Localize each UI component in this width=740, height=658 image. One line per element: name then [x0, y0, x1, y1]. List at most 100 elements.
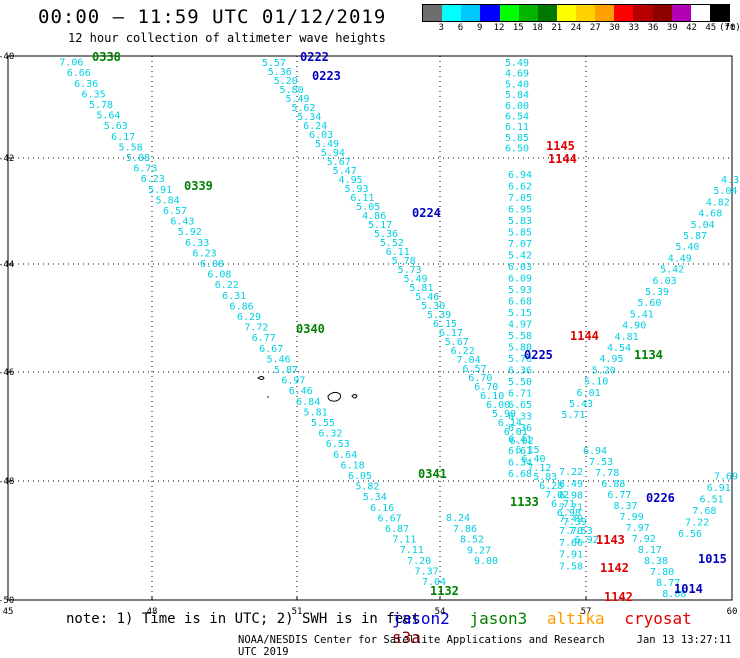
swh-value: 6.01	[504, 427, 528, 438]
swh-value: 8.38	[644, 556, 668, 567]
swh-value: 6.64	[333, 450, 357, 461]
map-note: note: 1) Time is in UTC; 2) SWH is in fe…	[66, 611, 421, 627]
swh-value: 5.40	[505, 79, 529, 90]
swh-value: 5.57	[262, 58, 286, 69]
swh-value: 5.78	[89, 100, 113, 111]
swh-value: 5.10	[584, 377, 608, 388]
swh-value: 6.62	[508, 182, 532, 193]
swh-value: 6.02	[510, 436, 534, 447]
swh-value: 5.85	[505, 133, 529, 144]
pass-label: 0340	[296, 322, 325, 336]
color-swatch	[652, 5, 672, 21]
swh-value: 7.39	[563, 517, 587, 528]
swh-value: 5.46	[415, 292, 439, 303]
color-scale-tick: 30	[609, 23, 620, 33]
swh-value: 6.28	[539, 481, 563, 492]
swh-value: 6.33	[185, 238, 209, 249]
color-swatch	[499, 5, 519, 21]
swh-value: 6.03	[309, 130, 333, 141]
swh-value: 6.87	[385, 524, 409, 535]
color-swatch	[537, 5, 557, 21]
swh-value: 7.22	[559, 467, 583, 478]
pass-label: 1014	[674, 582, 703, 596]
swh-value: 5.04	[691, 220, 715, 231]
swh-value: 6.49	[559, 479, 583, 490]
swh-value: 5.39	[645, 287, 669, 298]
island-outline	[351, 394, 358, 399]
swh-value: 4.69	[505, 69, 529, 80]
swh-value: 7.04	[422, 577, 446, 588]
color-scale-tick: 70	[724, 23, 736, 33]
lat-label: -50	[0, 596, 14, 606]
track-0222: 5.575.365.205.805.495.625.346.246.035.49…	[262, 58, 599, 546]
swh-value: 7.49	[559, 514, 583, 525]
swh-value: 6.31	[222, 291, 246, 302]
swh-value: 7.53	[589, 457, 613, 468]
swh-value: 5.49	[505, 58, 529, 69]
swh-value: 6.51	[700, 495, 724, 506]
swh-value: 5.47	[333, 166, 357, 177]
color-scale-labels: 3 6 9 12 15 18 21 24 27 30 33 36 39 42 45 70 (ft)	[422, 22, 740, 34]
color-swatch	[518, 5, 538, 21]
swh-value: 7.20	[407, 556, 431, 567]
swh-value: 5.60	[637, 298, 661, 309]
swh-value: 5.42	[508, 251, 532, 262]
swh-value: 5.15	[508, 308, 532, 319]
pass-label: 1132	[430, 584, 459, 598]
swh-value: 7.07	[508, 239, 532, 250]
swh-value: 7.86	[453, 524, 477, 535]
lat-label: -40	[0, 52, 14, 62]
legend-jason2: jason2	[392, 609, 450, 628]
color-scale-tick: 9	[477, 23, 483, 33]
swh-value: 7.72	[244, 323, 268, 334]
swh-value: 5.94	[321, 148, 345, 159]
track-1134: 4.335.044.824.685.045.875.404.495.426.03…	[561, 175, 740, 421]
swh-value: 4.49	[668, 253, 692, 264]
swh-value: 4.97	[508, 320, 532, 331]
swh-value: 6.98	[557, 508, 581, 519]
swh-value: 5.84	[156, 195, 180, 206]
swh-value: 5.20	[592, 365, 616, 376]
lon-label: 54	[435, 607, 446, 617]
lat-label: -46	[0, 368, 14, 378]
legend-altika: altika	[546, 609, 605, 628]
lat-label: -42	[0, 154, 14, 164]
swh-value: 5.80	[508, 343, 532, 354]
color-swatch	[556, 5, 576, 21]
swh-value: 6.10	[480, 391, 504, 402]
swh-value: 6.01	[577, 388, 601, 399]
swh-value: 6.53	[326, 439, 350, 450]
swh-value: 7.06	[59, 58, 83, 69]
swh-value: 6.24	[303, 121, 327, 132]
swh-value: 5.80	[280, 85, 304, 96]
swh-value: 6.57	[163, 206, 187, 217]
track-1133: 6.567.227.686.516.917.69	[678, 472, 738, 541]
pass-label: 0339	[184, 179, 213, 193]
color-scale-tick: 36	[647, 23, 659, 33]
swh-value: 6.23	[193, 248, 217, 259]
swh-value: 5.49	[315, 139, 339, 150]
swh-value: 6.17	[111, 132, 135, 143]
swh-value: 4.95	[339, 175, 363, 186]
swh-value: 6.88	[601, 479, 625, 490]
swh-value: 5.67	[445, 337, 469, 348]
swh-value: 6.00	[486, 400, 510, 411]
pass-label: 1144	[548, 152, 577, 166]
swh-value: 6.14	[498, 418, 522, 429]
swh-value: 6.22	[215, 280, 239, 291]
swh-value: 5.93	[344, 184, 368, 195]
swh-value: 7.70	[559, 526, 583, 537]
swh-value: 5.88	[126, 153, 150, 164]
swh-value: 5.81	[304, 407, 328, 418]
swh-value: 7.11	[400, 545, 424, 556]
swh-value: 4.54	[607, 343, 631, 354]
swh-value: 7.69	[714, 472, 738, 483]
swh-value: 6.92	[575, 535, 599, 546]
pass-label: 0223	[312, 69, 341, 83]
swh-value: 5.78	[392, 256, 416, 267]
swh-value: 5.62	[291, 103, 315, 114]
pass-label: 1142	[600, 561, 629, 575]
swh-value: 6.23	[141, 174, 165, 185]
swh-value: 5.93	[508, 285, 532, 296]
